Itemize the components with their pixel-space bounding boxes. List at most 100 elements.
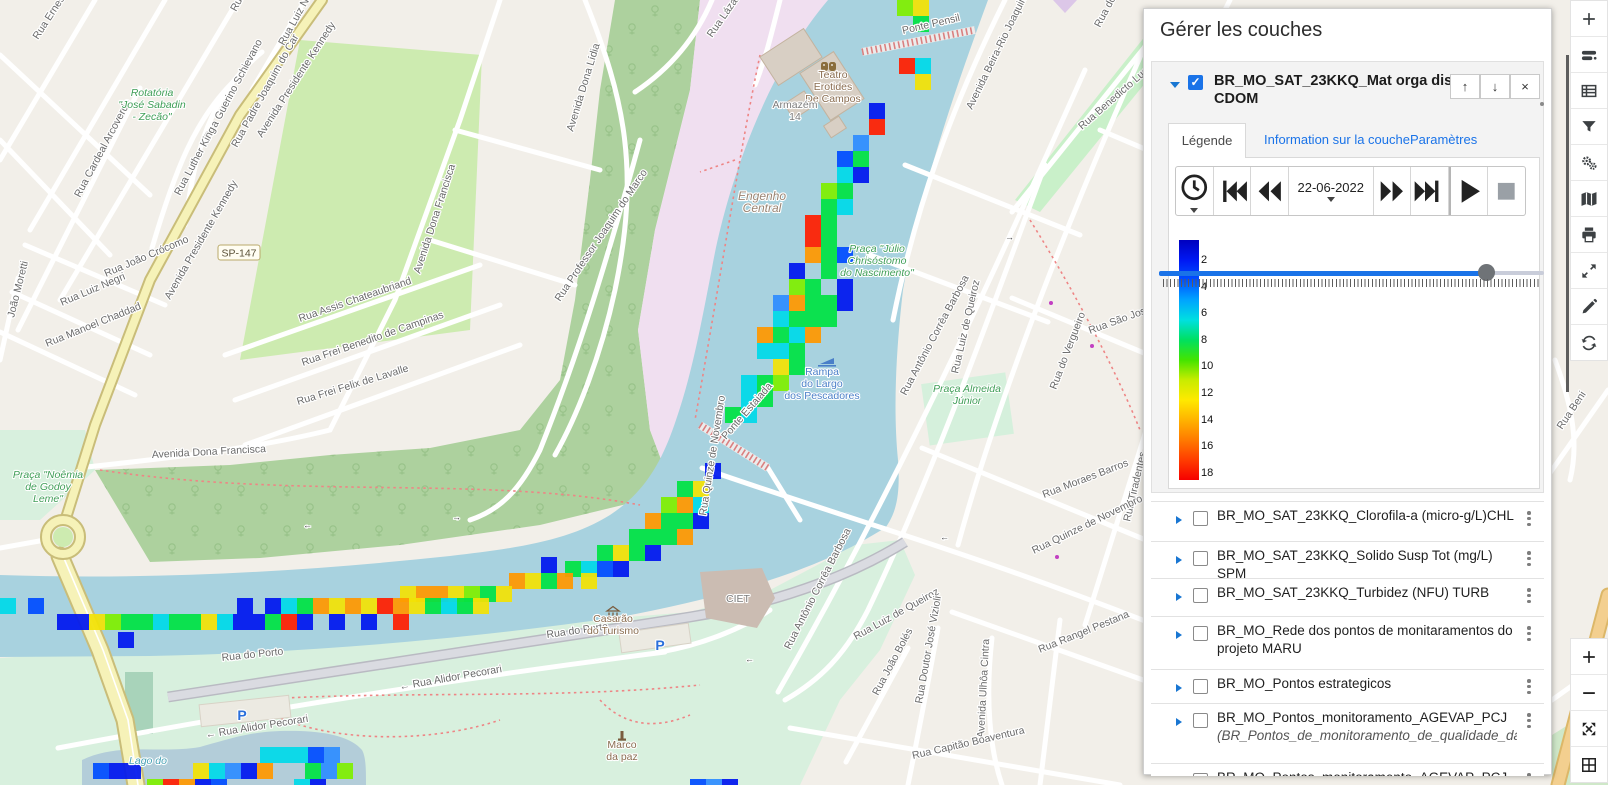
heat-cell[interactable] <box>163 779 179 785</box>
heat-cell[interactable] <box>292 747 308 763</box>
layer-row[interactable]: BR_MO_Pontos estrategicos <box>1151 669 1544 703</box>
heat-cell[interactable] <box>837 295 853 311</box>
heat-cell[interactable] <box>645 545 661 561</box>
heat-cell[interactable] <box>789 359 805 375</box>
player-step-forward-button[interactable] <box>1374 167 1412 215</box>
layer-row[interactable]: BR_MO_SAT_23KKQ_Clorofila-a (micro-g/L)C… <box>1151 501 1544 541</box>
expand-caret-icon[interactable] <box>1176 718 1182 726</box>
fullscreen-button[interactable] <box>1571 711 1607 747</box>
layer-checkbox[interactable] <box>1193 626 1208 641</box>
heatmap-layer[interactable] <box>0 0 931 785</box>
overview-map-button[interactable] <box>1571 747 1607 782</box>
player-date-selector[interactable]: 22-06-2022 <box>1289 167 1374 215</box>
layer-row[interactable]: BR_MO_Pontos_monitoramento_AGEVAP_PCJ (BR… <box>1151 703 1544 763</box>
heat-cell[interactable] <box>217 614 233 630</box>
heat-cell[interactable] <box>837 247 853 263</box>
layer-menu-icon[interactable] <box>1522 677 1536 699</box>
filter-button[interactable] <box>1571 109 1607 145</box>
heat-cell[interactable] <box>773 295 789 311</box>
heat-cell[interactable] <box>169 614 185 630</box>
settings-button[interactable] <box>1571 145 1607 181</box>
heat-cell[interactable] <box>821 231 837 247</box>
heat-cell[interactable] <box>345 598 361 614</box>
heat-cell[interactable] <box>153 614 169 630</box>
heat-cell[interactable] <box>741 407 757 423</box>
edit-button[interactable] <box>1571 289 1607 325</box>
heat-cell[interactable] <box>89 614 105 630</box>
heat-cell[interactable] <box>805 279 821 295</box>
heat-cell[interactable] <box>805 311 821 327</box>
layer-row[interactable]: BR_MO_Rede dos pontos de monitaramentos … <box>1151 616 1544 669</box>
heat-cell[interactable] <box>185 614 201 630</box>
heat-cell[interactable] <box>597 561 613 577</box>
heat-cell[interactable] <box>629 529 645 545</box>
heat-cell[interactable] <box>789 343 805 359</box>
heat-cell[interactable] <box>509 573 525 589</box>
layer-row[interactable]: BR_MO_SAT_23KKQ_Solido Susp Tot (mg/L) S… <box>1151 541 1544 581</box>
heat-cell[interactable] <box>425 598 441 614</box>
layer-checkbox[interactable] <box>1193 588 1208 603</box>
heat-cell[interactable] <box>837 151 853 167</box>
heat-cell[interactable] <box>789 295 805 311</box>
heat-cell[interactable] <box>581 573 597 589</box>
heat-cell[interactable] <box>837 199 853 215</box>
heat-cell[interactable] <box>661 529 677 545</box>
heat-cell[interactable] <box>773 343 789 359</box>
heat-cell[interactable] <box>473 598 489 614</box>
heat-cell[interactable] <box>557 573 573 589</box>
heat-cell[interactable] <box>201 614 217 630</box>
heat-cell[interactable] <box>629 545 645 561</box>
layer-row[interactable]: BR_MO_SAT_23KKQ_Turbidez (NFU) TURB <box>1151 578 1544 616</box>
heat-cell[interactable] <box>706 779 722 785</box>
heat-cell[interactable] <box>913 16 929 32</box>
heat-cell[interactable] <box>757 391 773 407</box>
heat-cell[interactable] <box>93 763 109 779</box>
heat-cell[interactable] <box>821 215 837 231</box>
heat-cell[interactable] <box>821 311 837 327</box>
refresh-button[interactable] <box>1571 325 1607 360</box>
zoom-in-button[interactable] <box>1571 639 1607 675</box>
heat-cell[interactable] <box>821 199 837 215</box>
heat-cell[interactable] <box>211 779 227 785</box>
heat-cell[interactable] <box>869 119 885 135</box>
heat-cell[interactable] <box>897 0 913 16</box>
heat-cell[interactable] <box>725 407 741 423</box>
layer-menu-icon[interactable] <box>1522 509 1536 531</box>
heat-cell[interactable] <box>757 327 773 343</box>
layer-checkbox[interactable] <box>1193 713 1208 728</box>
heat-cell[interactable] <box>308 747 324 763</box>
heat-cell[interactable] <box>677 497 693 513</box>
heat-cell[interactable] <box>705 463 721 479</box>
heat-cell[interactable] <box>677 481 693 497</box>
heat-cell[interactable] <box>265 598 281 614</box>
heat-cell[interactable] <box>147 779 163 785</box>
heat-cell[interactable] <box>118 632 134 648</box>
layer-menu-icon[interactable] <box>1522 549 1536 571</box>
heat-cell[interactable] <box>821 295 837 311</box>
heat-cell[interactable] <box>853 151 869 167</box>
attribute-table-button[interactable] <box>1571 73 1607 109</box>
heat-cell[interactable] <box>773 375 789 391</box>
heat-cell[interactable] <box>789 263 805 279</box>
heat-cell[interactable] <box>541 557 557 573</box>
heat-cell[interactable] <box>693 497 709 513</box>
heat-cell[interactable] <box>837 183 853 199</box>
heat-cell[interactable] <box>281 598 297 614</box>
expand-caret-icon[interactable] <box>1176 516 1182 524</box>
heat-cell[interactable] <box>193 763 209 779</box>
heat-cell[interactable] <box>225 763 241 779</box>
layer-menu-icon[interactable] <box>1522 711 1536 733</box>
tab-parametres[interactable]: Paramètres <box>1410 132 1478 147</box>
heat-cell[interactable] <box>241 763 257 779</box>
heat-cell[interactable] <box>789 327 805 343</box>
heat-cell[interactable] <box>313 598 329 614</box>
time-slider-thumb[interactable] <box>1478 264 1496 281</box>
heat-cell[interactable] <box>294 779 310 785</box>
heat-cell[interactable] <box>257 763 273 779</box>
heat-cell[interactable] <box>233 614 249 630</box>
heat-cell[interactable] <box>741 391 757 407</box>
heat-cell[interactable] <box>757 375 773 391</box>
heat-cell[interactable] <box>661 513 677 529</box>
add-layer-button[interactable] <box>1571 1 1607 37</box>
heat-cell[interactable] <box>265 614 281 630</box>
